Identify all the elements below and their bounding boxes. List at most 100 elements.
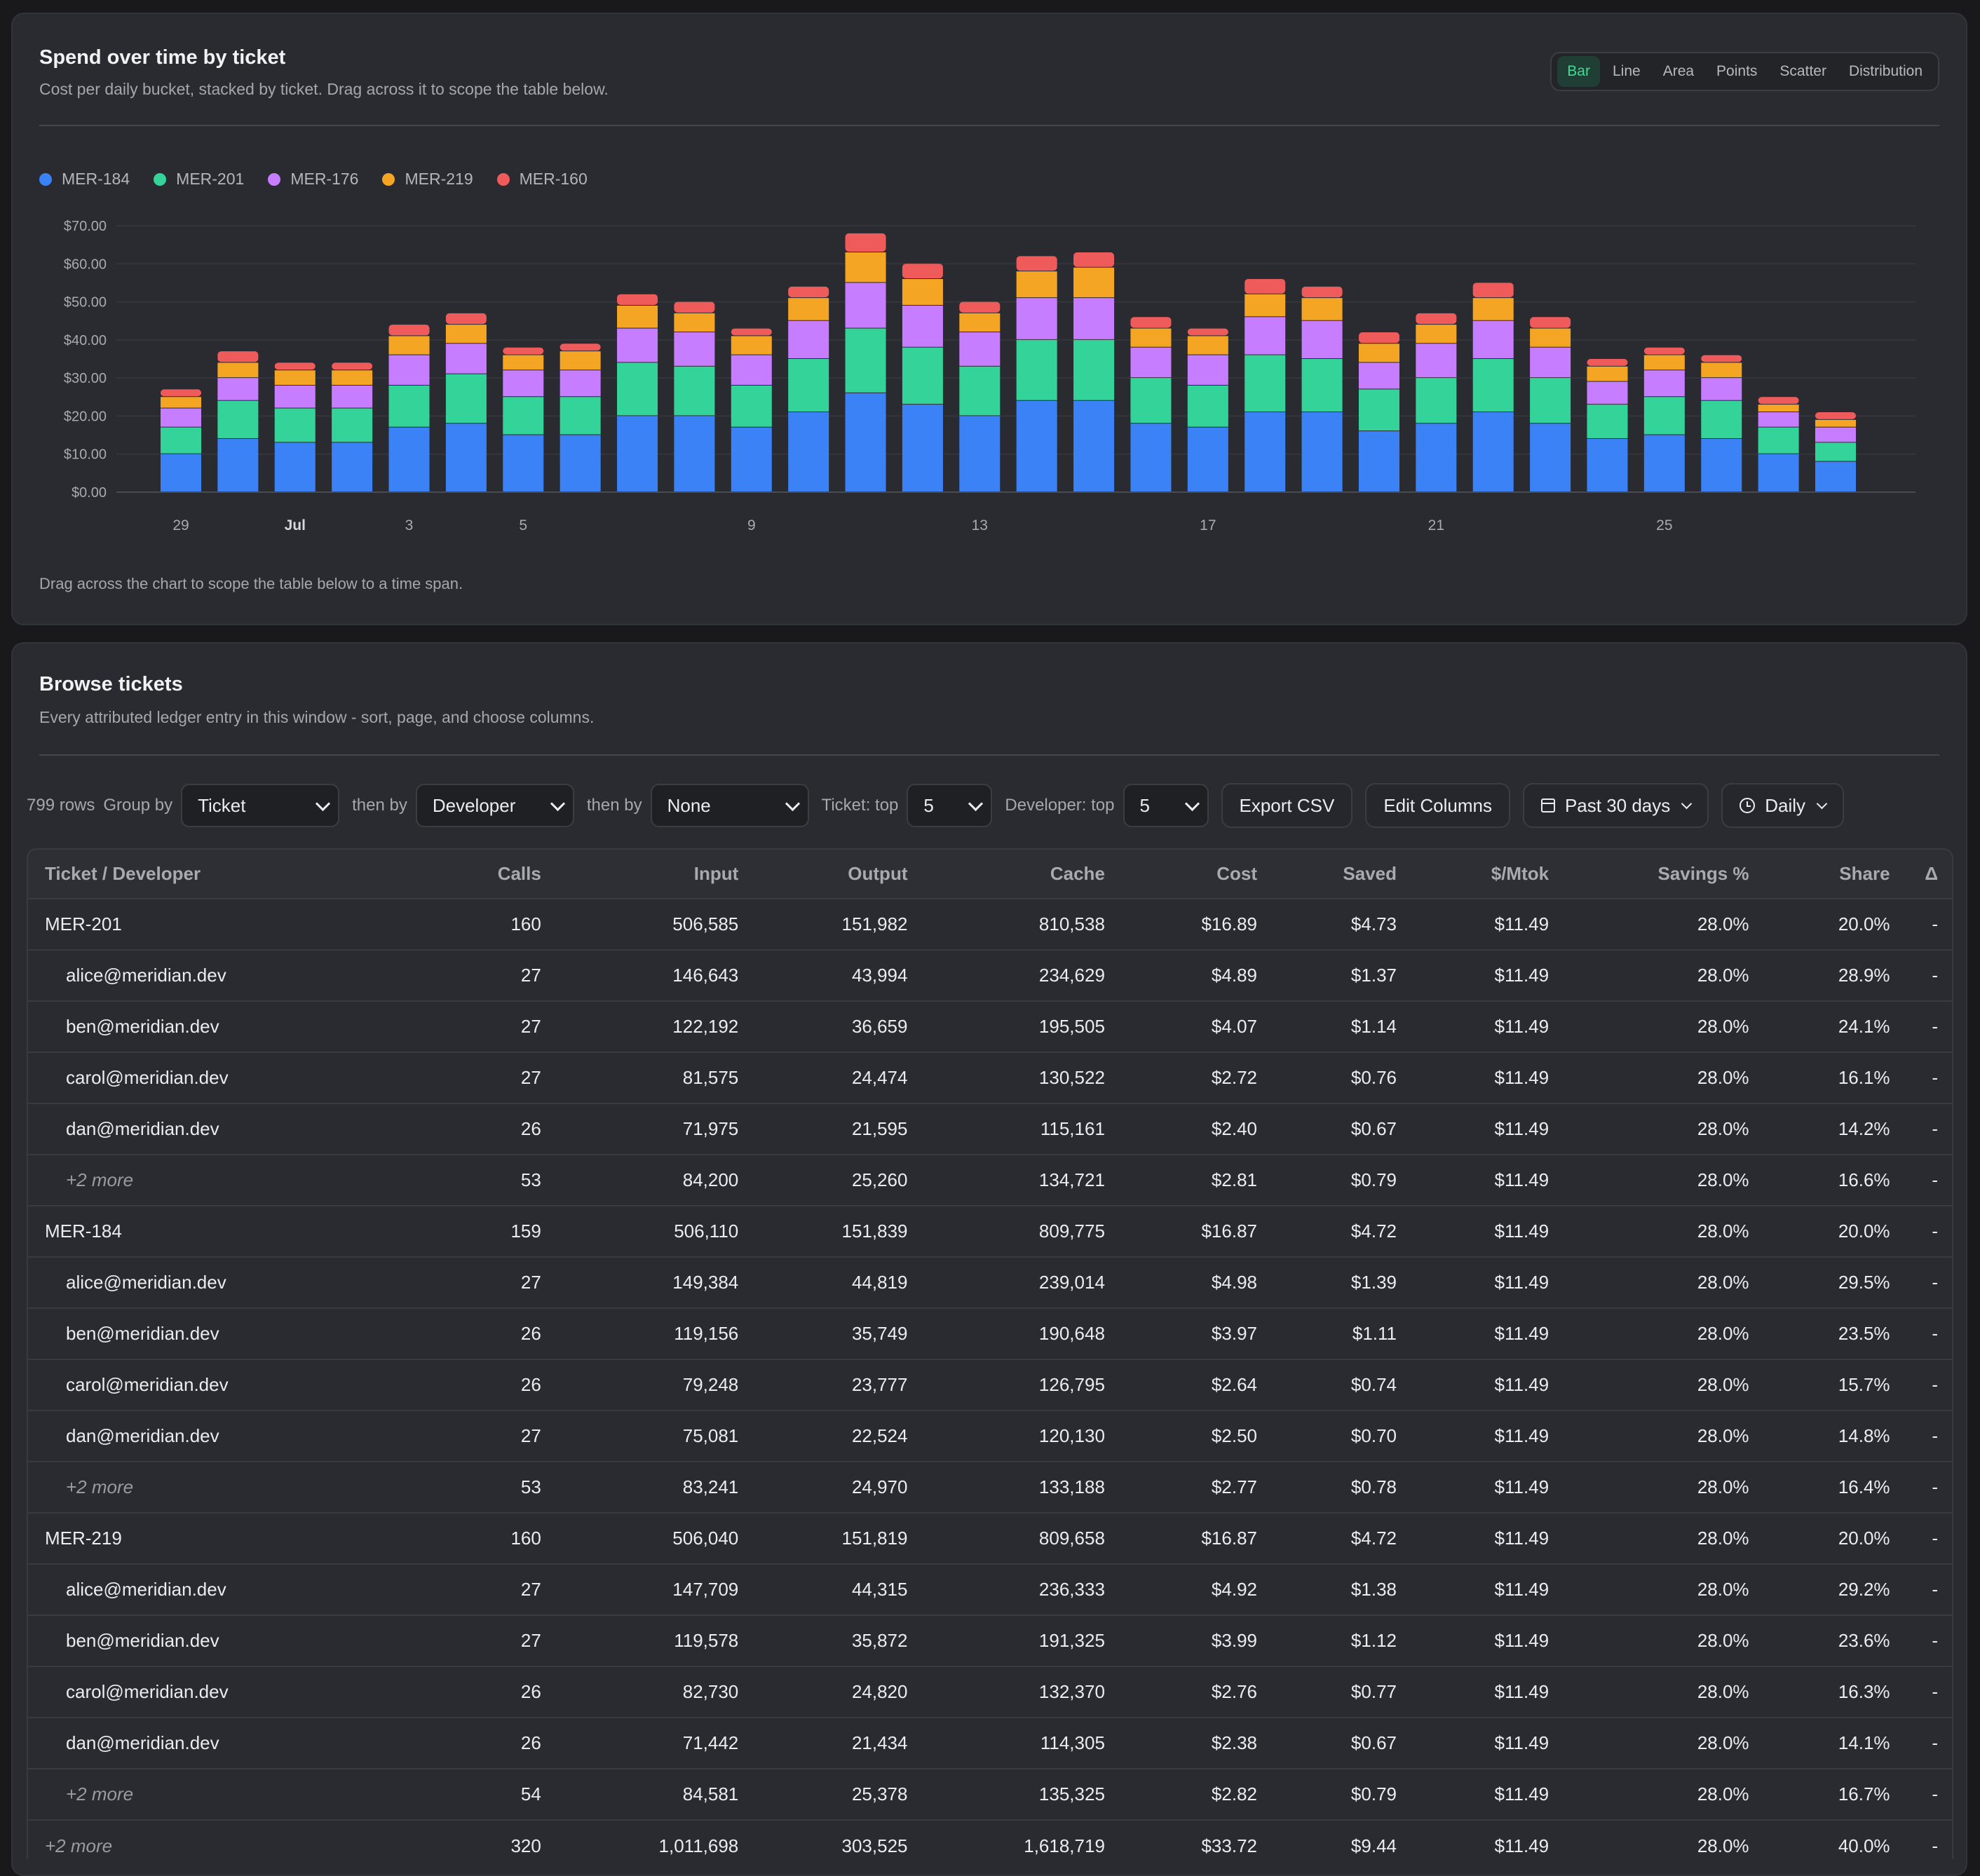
bar-segment[interactable] [1530, 423, 1571, 491]
view-scatter-button[interactable]: Scatter [1779, 63, 1826, 79]
developer-top-select[interactable]: 5 [1123, 784, 1209, 827]
bar-segment[interactable] [1416, 423, 1457, 491]
bar-segment[interactable] [217, 400, 259, 438]
column-header-cost-per-mtok[interactable]: $/Mtok [1413, 850, 1566, 899]
date-range-picker[interactable]: Past 30 days [1522, 783, 1709, 828]
bar-segment[interactable] [274, 442, 316, 491]
bar-segment[interactable] [388, 325, 430, 336]
edit-columns-button[interactable]: Edit Columns [1365, 783, 1510, 828]
bar-segment[interactable] [1187, 427, 1228, 491]
bar-segment[interactable] [788, 412, 829, 491]
bar-segment[interactable] [1245, 355, 1286, 412]
bar-segment[interactable] [1758, 405, 1799, 412]
bar-segment[interactable] [1245, 317, 1286, 355]
bar-segment[interactable] [1187, 386, 1228, 427]
bar-segment[interactable] [1472, 320, 1514, 358]
bar-segment[interactable] [1016, 298, 1057, 339]
view-area-button[interactable]: Area [1662, 63, 1695, 79]
view-line-button[interactable]: Line [1612, 63, 1641, 79]
bar-segment[interactable] [1016, 271, 1057, 298]
bar-segment[interactable] [1587, 366, 1628, 381]
bar-segment[interactable] [332, 370, 373, 385]
bar-segment[interactable] [388, 336, 430, 355]
bar-segment[interactable] [1587, 359, 1628, 366]
bar-segment[interactable] [902, 347, 943, 405]
bar-segment[interactable] [617, 416, 658, 491]
bar-segment[interactable] [845, 233, 886, 252]
bar-segment[interactable] [1758, 427, 1799, 454]
bar-segment[interactable] [161, 408, 201, 427]
bar-segment[interactable] [1073, 252, 1115, 267]
bar-segment[interactable] [388, 355, 430, 385]
bar-segment[interactable] [902, 306, 943, 347]
bar-segment[interactable] [1643, 347, 1685, 355]
bar-segment[interactable] [674, 332, 715, 366]
legend-item[interactable]: MER-201 [154, 170, 244, 189]
bar-segment[interactable] [1815, 419, 1856, 427]
bar-segment[interactable] [1701, 362, 1742, 378]
column-header-calls[interactable]: Calls [346, 850, 558, 899]
table-row-developer[interactable]: ben@meridian.dev 26 119,156 35,749 190,648 $3… [28, 1307, 1952, 1359]
table-row-developer[interactable]: carol@meridian.dev 27 81,575 24,474 130,522 $… [28, 1052, 1952, 1103]
bar-segment[interactable] [445, 423, 487, 491]
bar-segment[interactable] [1130, 423, 1172, 491]
bar-segment[interactable] [1130, 378, 1172, 423]
table-row-developer[interactable]: carol@meridian.dev 26 79,248 23,777 126,795 $… [28, 1359, 1952, 1411]
bar-segment[interactable] [731, 336, 772, 355]
bar-segment[interactable] [1416, 325, 1457, 344]
bar-segment[interactable] [1301, 359, 1343, 412]
stacked-bar-chart[interactable]: $0.00 $10.00 $20.00 $30.00 $40.00 $50.00 $60.0… [13, 14, 1969, 561]
bar-segment[interactable] [560, 435, 601, 491]
bar-segment[interactable] [560, 370, 601, 397]
table-row-developer[interactable]: alice@meridian.dev 27 146,643 43,994 234,629… [28, 949, 1952, 1001]
bar-segment[interactable] [274, 362, 316, 370]
bar-segment[interactable] [445, 313, 487, 325]
bar-segment[interactable] [959, 313, 1001, 332]
bar-segment[interactable] [161, 454, 201, 491]
bar-segment[interactable] [332, 362, 373, 370]
bar-segment[interactable] [560, 344, 601, 351]
bar-segment[interactable] [560, 397, 601, 435]
bar-segment[interactable] [902, 279, 943, 305]
column-header-ticket-developer[interactable]: Ticket / Developer [28, 850, 347, 899]
bar-segment[interactable] [1643, 355, 1685, 370]
table-row-developer[interactable]: +2 more 53 83,241 24,970 133,188 $2.77 $0.78 $1… [28, 1461, 1952, 1513]
view-bar-button[interactable]: Bar [1557, 56, 1600, 87]
bar-segment[interactable] [161, 427, 201, 454]
column-header-share[interactable]: Share [1765, 850, 1907, 899]
bar-segment[interactable] [1130, 347, 1172, 378]
bar-segment[interactable] [388, 386, 430, 427]
bar-segment[interactable] [161, 389, 201, 397]
bar-segment[interactable] [1073, 400, 1115, 491]
bar-segment[interactable] [1472, 283, 1514, 298]
bar-segment[interactable] [674, 416, 715, 491]
bar-segment[interactable] [1016, 400, 1057, 491]
bar-segment[interactable] [617, 294, 658, 305]
view-points-button[interactable]: Points [1716, 63, 1758, 79]
bar-segment[interactable] [332, 408, 373, 442]
bar-segment[interactable] [1416, 344, 1457, 378]
bar-segment[interactable] [1187, 328, 1228, 336]
bar-segment[interactable] [1187, 355, 1228, 385]
bar-segment[interactable] [1301, 298, 1343, 320]
bar-segment[interactable] [1301, 320, 1343, 358]
bar-segment[interactable] [1758, 397, 1799, 405]
bar-segment[interactable] [617, 306, 658, 328]
view-distribution-button[interactable]: Distribution [1848, 63, 1923, 79]
bar-segment[interactable] [902, 405, 943, 491]
bar-segment[interactable] [1815, 412, 1856, 419]
bar-segment[interactable] [1530, 328, 1571, 347]
table-row-developer[interactable]: dan@meridian.dev 27 75,081 22,524 120,130 $2.… [28, 1410, 1952, 1462]
bar-segment[interactable] [959, 416, 1001, 491]
bar-segment[interactable] [1472, 298, 1514, 320]
bar-segment[interactable] [845, 393, 886, 491]
bar-segment[interactable] [1358, 332, 1399, 344]
table-row-ticket[interactable]: +2 more 320 1,011,698 303,525 1,618,719 $33.7… [28, 1819, 1952, 1859]
bar-segment[interactable] [788, 320, 829, 358]
ticket-top-select[interactable]: 5 [907, 784, 993, 827]
bar-segment[interactable] [274, 370, 316, 385]
bar-segment[interactable] [731, 427, 772, 491]
table-row-developer[interactable]: +2 more 53 84,200 25,260 134,721 $2.81 $0.79 $1… [28, 1154, 1952, 1206]
table-row-developer[interactable]: ben@meridian.dev 27 119,578 35,872 191,325 $3… [28, 1615, 1952, 1666]
column-header-delta[interactable]: Δ [1906, 850, 1952, 899]
